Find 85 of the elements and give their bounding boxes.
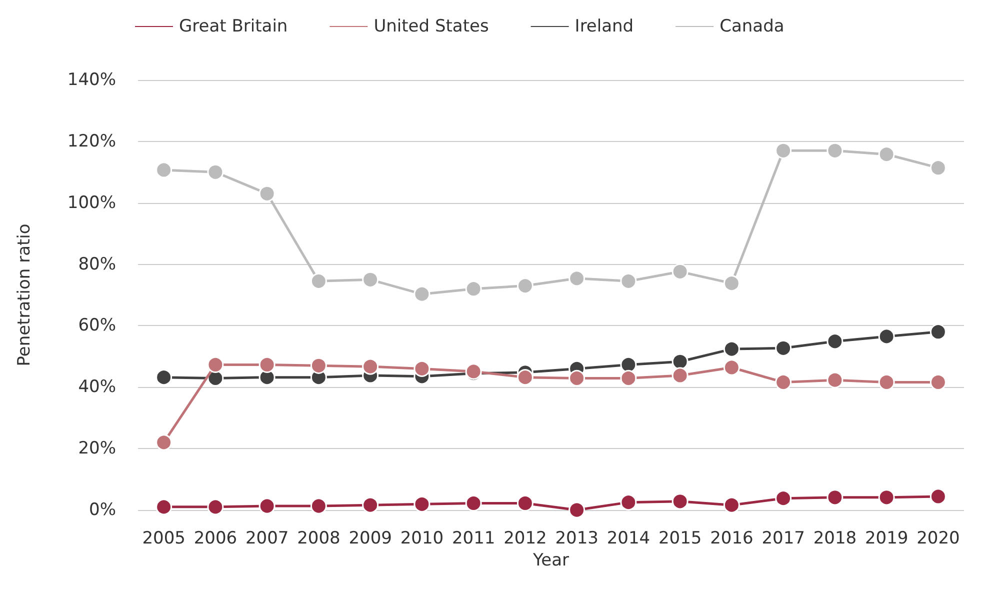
- legend-label: Ireland: [574, 16, 634, 36]
- point: [414, 360, 430, 377]
- point: [156, 162, 172, 178]
- point: [620, 494, 637, 511]
- point: [878, 328, 895, 345]
- point: [207, 356, 224, 373]
- y-axis-title: Penetration ratio: [14, 224, 34, 366]
- point: [414, 286, 430, 302]
- point: [156, 434, 172, 451]
- point: [930, 488, 946, 505]
- x-tick-label: 2011: [452, 528, 496, 548]
- point: [672, 367, 688, 384]
- point: [207, 498, 224, 516]
- point: [930, 324, 946, 340]
- point: [672, 263, 688, 280]
- x-tick-label: 2018: [813, 528, 857, 548]
- point: [930, 160, 946, 176]
- x-tick-label: 2012: [504, 528, 547, 548]
- x-tick-label: 2019: [864, 528, 908, 548]
- point: [672, 353, 688, 370]
- point: [723, 275, 740, 292]
- point: [362, 358, 379, 375]
- point: [672, 493, 688, 510]
- x-tick-label: 2008: [297, 528, 340, 548]
- point: [878, 374, 895, 390]
- point: [826, 372, 844, 388]
- x-tick-label: 2010: [400, 528, 444, 548]
- point: [207, 164, 224, 180]
- point: [775, 340, 792, 356]
- point: [258, 498, 276, 514]
- x-tick-label: 2013: [555, 528, 598, 548]
- x-tick-label: 2005: [142, 528, 186, 548]
- point: [930, 374, 946, 390]
- legend-label: Great Britain: [179, 16, 288, 36]
- y-tick-label: 140%: [67, 70, 116, 90]
- point: [258, 356, 276, 373]
- x-tick-label: 2009: [348, 528, 392, 548]
- point: [414, 496, 430, 512]
- y-tick-label: 80%: [78, 254, 116, 274]
- point: [568, 270, 586, 287]
- point: [516, 369, 534, 386]
- x-tick-label: 2020: [916, 528, 960, 548]
- x-tick-label: 2016: [710, 528, 754, 548]
- point: [775, 142, 792, 159]
- point: [878, 489, 895, 506]
- point: [775, 490, 792, 507]
- point: [516, 278, 534, 294]
- point: [362, 496, 379, 514]
- point: [826, 142, 844, 159]
- point: [568, 502, 586, 518]
- x-tick-label: 2017: [762, 528, 805, 548]
- x-axis-title: Year: [532, 550, 570, 570]
- point: [258, 185, 276, 202]
- point: [775, 374, 792, 390]
- point: [465, 280, 482, 298]
- point: [516, 494, 534, 512]
- point: [723, 496, 740, 514]
- point: [620, 272, 637, 290]
- point: [156, 369, 172, 386]
- x-tick-label: 2007: [245, 528, 289, 548]
- point: [568, 370, 586, 386]
- point: [723, 340, 740, 358]
- x-tick-label: 2015: [658, 528, 702, 548]
- x-tick-label: 2014: [606, 528, 650, 548]
- point: [310, 357, 327, 374]
- point: [310, 272, 327, 290]
- point: [156, 498, 172, 516]
- y-tick-label: 60%: [78, 316, 116, 336]
- y-tick-label: 100%: [67, 192, 116, 213]
- point: [620, 356, 637, 373]
- point: [826, 489, 844, 506]
- y-tick-label: 40%: [78, 377, 116, 398]
- legend-label: United States: [374, 16, 489, 36]
- point: [878, 146, 895, 163]
- legend-label: Canada: [720, 16, 784, 36]
- x-tick-label: 2006: [194, 528, 238, 548]
- y-tick-label: 120%: [67, 131, 116, 152]
- point: [620, 370, 637, 386]
- point: [310, 498, 327, 514]
- point: [826, 333, 844, 350]
- y-tick-label: 20%: [78, 438, 116, 459]
- y-tick-label: 0%: [89, 500, 116, 520]
- point: [465, 494, 482, 512]
- point: [362, 271, 379, 288]
- point: [723, 359, 740, 376]
